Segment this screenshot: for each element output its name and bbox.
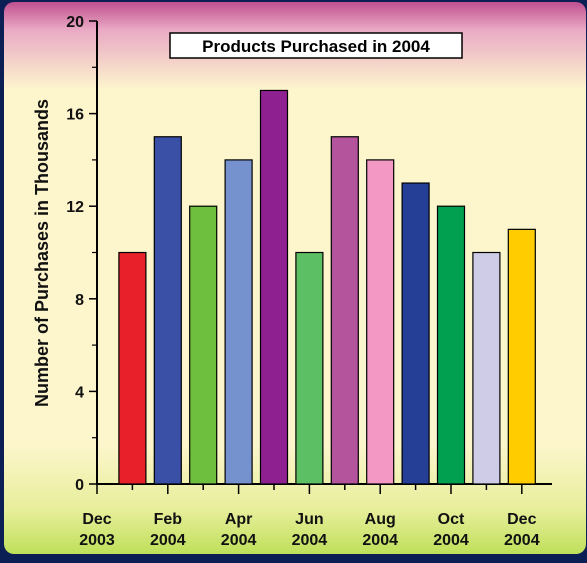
bar <box>295 251 324 485</box>
chart-title: Products Purchased in 2004 <box>202 37 430 56</box>
bar <box>224 159 253 485</box>
y-tick-label: 16 <box>66 107 84 124</box>
bar <box>436 205 466 485</box>
chart-title-box: Products Purchased in 2004 <box>169 32 463 59</box>
bar <box>259 89 289 485</box>
x-tick-label-year: 2004 <box>150 532 186 549</box>
bar <box>366 159 395 485</box>
x-tick-label-year: 2004 <box>221 532 257 549</box>
bar <box>189 205 218 485</box>
bar <box>507 228 536 485</box>
x-tick-label-month: Oct <box>438 511 465 528</box>
y-tick-label: 12 <box>66 199 84 216</box>
x-tick-label-month: Dec <box>82 511 111 528</box>
bar <box>401 182 430 485</box>
x-tick-label-year: 2004 <box>362 532 398 549</box>
x-tick-label-year: 2003 <box>79 532 115 549</box>
x-tick-label-month: Aug <box>365 511 396 528</box>
bar <box>118 251 147 485</box>
y-tick-label: 0 <box>75 477 84 494</box>
bar <box>330 136 359 485</box>
y-axis-label: Number of Purchases in Thousands <box>32 99 52 407</box>
bar <box>153 136 182 485</box>
x-tick-label-year: 2004 <box>504 532 540 549</box>
y-tick-label: 4 <box>75 384 84 401</box>
y-tick-label: 8 <box>75 292 84 309</box>
bar <box>472 251 501 485</box>
x-tick-label-year: 2004 <box>433 532 469 549</box>
x-tick-label-year: 2004 <box>292 532 328 549</box>
y-tick-label: 20 <box>66 14 84 31</box>
x-tick-label-month: Apr <box>225 511 253 528</box>
x-tick-label-month: Feb <box>154 511 183 528</box>
x-tick-label-month: Jun <box>295 511 323 528</box>
x-tick-label-month: Dec <box>507 511 536 528</box>
